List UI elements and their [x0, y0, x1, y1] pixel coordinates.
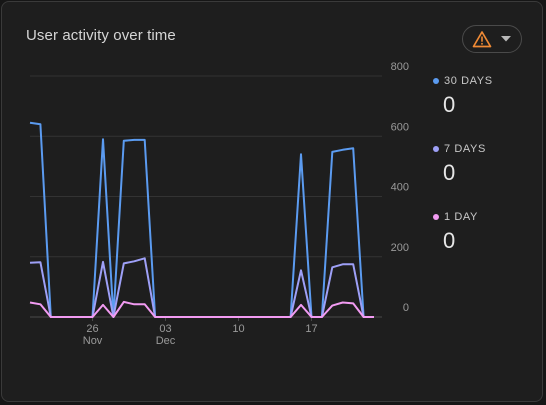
- legend-value: 0: [443, 160, 456, 185]
- x-tick-label: 10: [232, 323, 244, 335]
- series-line-30-days: [29, 121, 374, 318]
- x-tick-label: 26: [86, 323, 98, 335]
- legend-label: 1 DAY: [444, 211, 478, 223]
- legend-label: 7 DAYS: [444, 143, 486, 155]
- y-tick-label: 0: [403, 302, 409, 314]
- legend-dot-1-day: [433, 214, 439, 220]
- y-axis-ticks: 0 200 400 600 800: [391, 61, 409, 314]
- y-tick-label: 200: [391, 242, 409, 254]
- y-tick-label: 600: [391, 121, 409, 133]
- y-tick-label: 400: [391, 182, 409, 194]
- legend-value: 0: [443, 92, 456, 117]
- legend-label: 30 DAYS: [444, 75, 493, 87]
- card-title: User activity over time: [26, 27, 176, 44]
- x-tick-sublabel: Nov: [83, 335, 103, 347]
- legend-dot-7-days: [433, 146, 439, 152]
- caret-down-icon: [501, 36, 511, 42]
- alert-filter-dropdown[interactable]: [462, 25, 522, 53]
- warning-icon: [472, 31, 492, 48]
- legend-value: 0: [443, 228, 456, 253]
- legend-dot-30-days: [433, 78, 439, 84]
- series-line-1-day: [29, 300, 374, 318]
- x-tick-label: 03: [159, 323, 171, 335]
- x-tick-label: 17: [305, 323, 317, 335]
- x-tick-sublabel: Dec: [156, 335, 176, 347]
- y-tick-label: 800: [391, 61, 409, 73]
- chart-series: [29, 121, 374, 318]
